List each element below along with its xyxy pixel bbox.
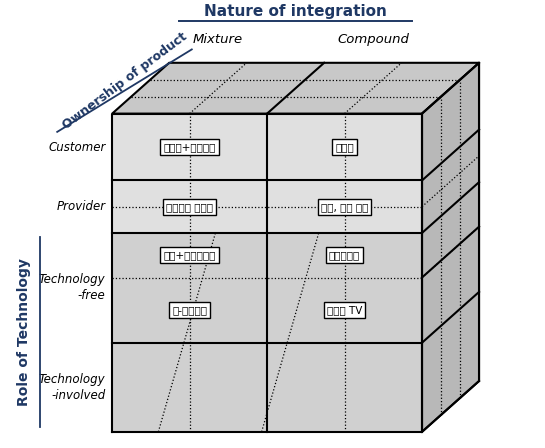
Text: 네비게이션: 네비게이션 [329, 250, 360, 260]
Polygon shape [112, 114, 422, 233]
Text: 조리법+전용용기: 조리법+전용용기 [164, 142, 216, 152]
Text: 교재+인터넷강의: 교재+인터넷강의 [164, 250, 216, 260]
Text: Technology
-free: Technology -free [39, 273, 106, 302]
Polygon shape [112, 233, 422, 432]
Text: Customer: Customer [49, 141, 106, 154]
Polygon shape [112, 63, 479, 114]
Text: Compound: Compound [337, 33, 409, 46]
Text: Role of Technology: Role of Technology [16, 258, 31, 406]
Text: Ownership of product: Ownership of product [60, 30, 189, 132]
Text: 컨설팅: 컨설팅 [335, 142, 354, 152]
Text: 유-헬스케어: 유-헬스케어 [172, 305, 207, 315]
Text: Technology
-involved: Technology -involved [39, 373, 106, 402]
Polygon shape [422, 63, 479, 432]
Text: Mixture: Mixture [193, 33, 243, 46]
Text: 인터넷 TV: 인터넷 TV [327, 305, 362, 315]
Text: 복사, 정원 관리: 복사, 정원 관리 [321, 202, 368, 212]
Text: Nature of integration: Nature of integration [204, 4, 387, 19]
Text: 카쉐어링 서비스: 카쉐어링 서비스 [166, 202, 213, 212]
Text: Provider: Provider [57, 200, 106, 213]
